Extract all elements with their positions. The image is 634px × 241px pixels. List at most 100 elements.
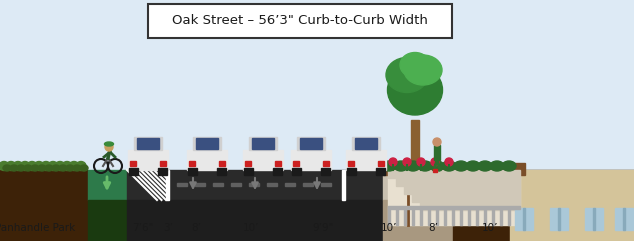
Bar [189,161,195,166]
Text: 10’: 10’ [381,223,398,233]
Bar [404,207,406,225]
Ellipse shape [59,165,67,171]
Circle shape [389,158,397,166]
Ellipse shape [10,165,18,171]
Bar [352,137,380,150]
Bar [300,138,322,149]
Bar [433,169,437,172]
Ellipse shape [404,55,442,85]
Bar [348,161,354,166]
Bar [160,161,166,166]
Bar [243,150,283,170]
Bar [550,208,568,230]
Ellipse shape [418,161,432,171]
Bar [396,207,398,225]
Bar [291,150,331,170]
Ellipse shape [3,165,11,171]
Ellipse shape [6,161,16,170]
Bar [434,145,440,160]
Bar [347,168,356,175]
Bar [492,207,494,225]
Bar [420,207,422,225]
Bar [249,183,259,186]
Bar [376,168,385,175]
Bar [343,170,383,200]
Ellipse shape [48,161,58,170]
Bar [273,168,282,175]
Ellipse shape [80,165,88,171]
Bar [412,194,520,202]
Ellipse shape [406,161,420,171]
Bar [343,200,383,241]
Ellipse shape [52,165,60,171]
Bar [323,161,329,166]
Ellipse shape [76,161,86,170]
Bar [420,202,520,210]
Bar [411,120,419,170]
Circle shape [105,143,113,151]
Bar [412,207,414,225]
Ellipse shape [13,161,23,170]
Ellipse shape [442,161,456,171]
Bar [515,208,533,230]
Text: 8’: 8’ [428,223,438,233]
Bar [510,170,634,241]
Bar [166,170,169,200]
Ellipse shape [55,161,65,170]
Ellipse shape [502,161,516,171]
Bar [388,170,520,178]
Ellipse shape [466,161,480,171]
Ellipse shape [31,165,39,171]
Bar [130,161,136,166]
Bar [129,168,138,175]
Ellipse shape [38,165,46,171]
Text: 10’: 10’ [482,223,498,233]
Ellipse shape [17,165,25,171]
Text: Panhandle Park: Panhandle Park [0,223,75,233]
Bar [134,137,162,150]
Bar [267,183,277,186]
Bar [167,170,343,200]
Bar [231,183,241,186]
Bar [249,137,277,150]
Ellipse shape [400,53,430,78]
Bar [252,138,274,149]
Ellipse shape [66,165,74,171]
Bar [378,161,384,166]
Bar [500,207,502,225]
Ellipse shape [20,161,30,170]
Bar [346,150,386,170]
Bar [127,200,167,241]
Text: 9’9": 9’9" [313,223,333,233]
Bar [128,150,168,170]
Bar [452,207,454,225]
Ellipse shape [73,165,81,171]
Ellipse shape [62,161,72,170]
Circle shape [417,158,425,166]
Bar [321,183,331,186]
Bar [444,207,446,225]
Bar [297,137,325,150]
Bar [167,200,343,241]
Bar [383,163,525,175]
Text: 8’: 8’ [191,223,201,233]
Bar [396,178,520,186]
Bar [508,207,510,225]
Text: Oak Street – 56’3" Curb-to-Curb Width: Oak Street – 56’3" Curb-to-Curb Width [172,14,428,27]
Bar [244,168,253,175]
Ellipse shape [69,161,79,170]
Bar [476,207,478,225]
Bar [219,161,225,166]
Bar [88,170,127,200]
Bar [593,208,595,230]
Ellipse shape [0,161,9,170]
Ellipse shape [34,161,44,170]
Bar [615,208,633,230]
Circle shape [433,138,441,146]
Bar [623,208,625,230]
Bar [275,161,281,166]
Ellipse shape [41,161,51,170]
Ellipse shape [454,161,468,171]
Bar [127,170,167,200]
Bar [245,161,251,166]
